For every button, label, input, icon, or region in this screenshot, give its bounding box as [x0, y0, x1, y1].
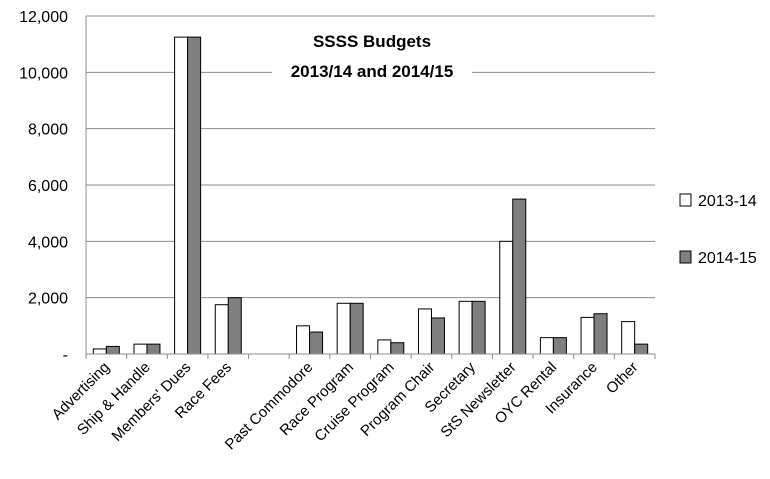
bar-2014-15-cruise-program [390, 342, 405, 355]
y-tick-label: 2,000 [28, 291, 68, 308]
bar-2014-15-sts-newsletter [512, 198, 527, 355]
y-tick-label: 12,000 [19, 9, 68, 26]
bar-2014-15-program-chair [430, 317, 445, 355]
bar-2014-15-members-dues [187, 36, 202, 355]
bar-2014-15-ship-handle [146, 343, 161, 355]
chart-title-line-1: SSSS Budgets [313, 32, 431, 51]
legend-swatch-2013-14 [679, 193, 692, 207]
x-label-other: Other [603, 359, 642, 398]
bar-2013-14-sts-newsletter [499, 240, 514, 355]
bar-2013-14-race-program [336, 302, 351, 355]
title-background [272, 26, 472, 86]
bar-2013-14-past-commodore [296, 325, 311, 355]
bar-2013-14-oyc-rental [539, 337, 554, 355]
bar-2013-14-insurance [580, 316, 595, 355]
legend-label-2014-15: 2014-15 [698, 250, 757, 267]
legend-swatch-2014-15 [679, 250, 692, 264]
legend-label-2013-14: 2013-14 [698, 193, 757, 210]
y-tick-label: - [63, 347, 68, 364]
chart-title: SSSS Budgets 2013/14 and 2014/15 [272, 26, 472, 86]
bar-2013-14-program-chair [417, 308, 432, 355]
y-tick-labels: - 2,000 4,000 6,000 8,000 10,000 12,000 [19, 9, 68, 364]
bar-2013-14-race-fees [214, 304, 229, 355]
axes [85, 16, 656, 359]
bar-2013-14-cruise-program [377, 339, 392, 355]
y-tick-label: 8,000 [28, 122, 68, 139]
bar-2013-14-members-dues [174, 36, 189, 355]
bar-2014-15-advertising [105, 345, 120, 355]
bar-2014-15-race-fees [227, 297, 242, 355]
legend: 2013-14 2014-15 [679, 193, 757, 267]
bar-2014-15-secretary [471, 300, 486, 355]
bar-2014-15-oyc-rental [552, 337, 567, 355]
y-tick-label: 6,000 [28, 178, 68, 195]
y-tick-label: 4,000 [28, 234, 68, 251]
bar-2014-15-race-program [349, 302, 364, 355]
bar-2013-14-secretary [458, 300, 473, 355]
bar-2013-14-ship-handle [133, 343, 148, 355]
bar-2014-15-past-commodore [309, 331, 324, 355]
bar-2013-14-advertising [92, 348, 107, 355]
bar-2014-15-insurance [593, 313, 608, 355]
y-tick-label: 10,000 [19, 65, 68, 82]
chart-title-line-2: 2013/14 and 2014/15 [291, 62, 454, 81]
bars [92, 36, 649, 355]
bar-2013-14-other [621, 321, 636, 355]
bar-2014-15-other [634, 343, 649, 355]
